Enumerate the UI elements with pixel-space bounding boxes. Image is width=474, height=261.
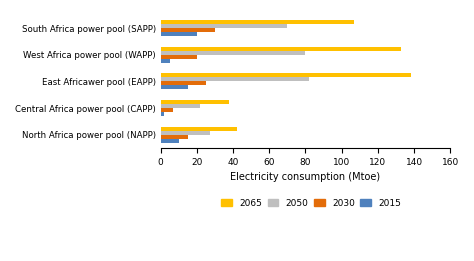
- X-axis label: Electricity consumption (Mtoe): Electricity consumption (Mtoe): [230, 172, 381, 182]
- Bar: [161, 74, 410, 78]
- Bar: [161, 81, 206, 85]
- Bar: [161, 127, 237, 130]
- Bar: [161, 51, 306, 55]
- Bar: [161, 20, 355, 24]
- Bar: [161, 104, 201, 108]
- Bar: [161, 55, 197, 59]
- Bar: [161, 47, 401, 51]
- Bar: [161, 24, 287, 28]
- Bar: [161, 130, 210, 135]
- Bar: [161, 85, 188, 90]
- Bar: [161, 135, 188, 139]
- Bar: [161, 28, 215, 32]
- Bar: [161, 100, 229, 104]
- Bar: [161, 78, 309, 81]
- Bar: [161, 139, 179, 143]
- Legend: 2065, 2050, 2030, 2015: 2065, 2050, 2030, 2015: [218, 195, 405, 211]
- Bar: [161, 108, 173, 112]
- Bar: [161, 32, 197, 36]
- Bar: [161, 59, 170, 63]
- Bar: [161, 112, 164, 116]
